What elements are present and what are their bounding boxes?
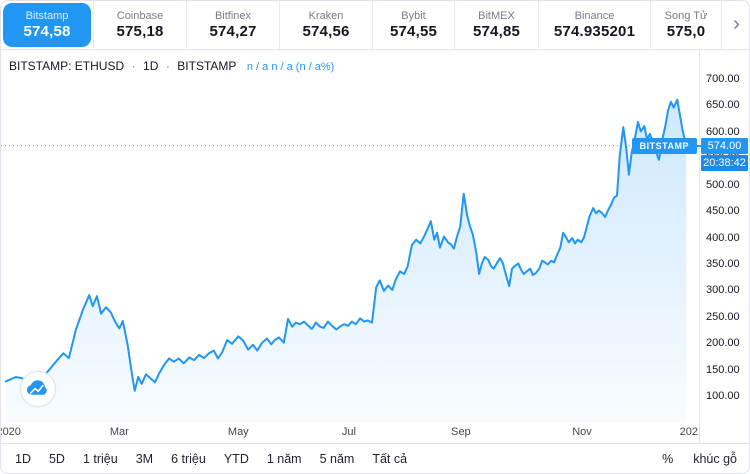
tabs-scroll-right-button[interactable]: › [722,1,749,49]
time-axis-tick: May [227,426,249,438]
range-button-1-năm[interactable]: 1 năm [266,451,302,466]
chart-legend: BITSTAMP: ETHUSD · 1D · BITSTAMP n / a n… [9,57,334,75]
exchange-tab-name: Bybit [401,9,426,22]
range-button-6-triệu[interactable]: 6 triệu [171,451,206,466]
price-axis-tick: 250.00 [706,310,740,323]
log-scale-button[interactable]: khúc gỗ [693,451,737,466]
range-button-1-triệu[interactable]: 1 triệu [82,451,118,466]
exchange-tab-name: Binance [574,9,615,22]
price-axis-tick: 150.00 [706,363,740,376]
exchange-tab-name: BitMEX [478,9,515,22]
range-button-ytd[interactable]: YTD [223,451,249,466]
date-range-buttons: 1D 5D 1 triệu 3M 6 triệu YTD 1 năm 5 năm Tất cả [15,452,407,466]
price-axis-tick: 700.00 [706,73,740,86]
bottom-toolbar: 1D 5D 1 triệu 3M 6 triệu YTD 1 năm 5 năm Tất cả … [1,444,749,473]
price-axis-tick: 350.00 [706,257,740,270]
exchange-flag-label: BITSTAMP [631,137,697,154]
legend-symbol: BITSTAMP: ETHUSD [9,59,125,73]
price-chart[interactable] [1,50,701,423]
price-scale-axis[interactable]: 574.00 20:38:42 700.00650.00600.00550.00… [695,50,749,423]
price-axis-tick: 600.00 [706,125,740,138]
price-axis-tick: 650.00 [706,99,740,112]
exchange-tab-name: Song Tử [664,9,708,22]
percent-scale-button[interactable]: % [662,451,674,466]
tradingview-cloud-icon [19,370,57,408]
range-button-3m[interactable]: 3M [135,451,154,466]
exchange-tab-price: 574,27 [209,22,257,40]
exchange-tab-price: 575,18 [116,22,164,40]
range-button-5d[interactable]: 5D [48,451,65,466]
price-axis-tick: 500.00 [706,178,740,191]
exchange-tab-price: 575,0 [666,22,706,40]
chevron-right-icon: › [733,13,740,35]
time-axis-corner [699,423,749,443]
range-button-tất-cả[interactable]: Tất cả [372,451,408,466]
legend-change-values: n / a n / a (n / a%) [246,61,335,73]
exchange-tab-price: 574.935201 [553,22,636,40]
price-axis-tick: 100.00 [706,390,740,403]
price-axis-tick: 450.00 [706,205,740,218]
exchange-tab-price: 574,56 [302,22,350,40]
exchange-tab-song-tử[interactable]: Song Tử 575,0 [651,1,722,49]
chart-pane[interactable]: BITSTAMP: ETHUSD · 1D · BITSTAMP n / a n… [1,50,749,423]
exchange-tab-bitstamp[interactable]: Bitstamp 574,58 [1,1,94,49]
exchange-tab-name: Coinbase [116,9,164,22]
scale-mode-buttons: % khúc gỗ [662,452,737,466]
exchange-tab-binance[interactable]: Binance 574.935201 [539,1,651,49]
bar-countdown-label: 20:38:42 [701,154,748,171]
time-axis-tick: Nov [572,426,592,438]
legend-exchange: BITSTAMP [177,59,237,73]
exchange-tab-coinbase[interactable]: Coinbase 575,18 [94,1,187,49]
time-axis-tick: Mar [109,426,129,438]
price-axis-tick: 200.00 [706,337,740,350]
price-axis-tick: 400.00 [706,231,740,244]
exchange-tabbar: Bitstamp 574,58 Coinbase 575,18 Bitfinex 574,… [1,1,749,50]
time-axis-tick: Sep [451,426,471,438]
exchange-tab-kraken[interactable]: Kraken 574,56 [280,1,373,49]
legend-interval: 1D [143,59,159,73]
price-axis-tick: 300.00 [706,284,740,297]
current-price-label: 574.00 [701,137,748,154]
exchange-tab-bitfinex[interactable]: Bitfinex 574,27 [187,1,280,49]
exchange-tab-bybit[interactable]: Bybit 574,55 [373,1,455,49]
legend-separator: · [131,59,136,73]
time-axis-tick: 2020 [1,426,21,438]
current-price-tick [695,144,702,147]
exchange-tab-price: 574,85 [472,22,521,40]
tradingview-logo[interactable] [19,370,57,408]
exchange-tab-price: 574,58 [23,22,71,40]
time-axis-tick: Jul [341,426,356,438]
exchange-tab-name: Bitfinex [214,9,252,22]
legend-separator: · [165,59,170,73]
exchange-tab-name: Bitstamp [25,9,69,22]
range-button-5-năm[interactable]: 5 năm [319,451,355,466]
exchange-tab-price: 574,55 [389,22,438,40]
range-button-1d[interactable]: 1D [15,451,31,466]
exchange-tab-name: Kraken [308,9,344,22]
exchange-tab-bitmex[interactable]: BitMEX 574,85 [455,1,539,49]
area-fill [5,99,687,423]
price-line [4,98,688,392]
